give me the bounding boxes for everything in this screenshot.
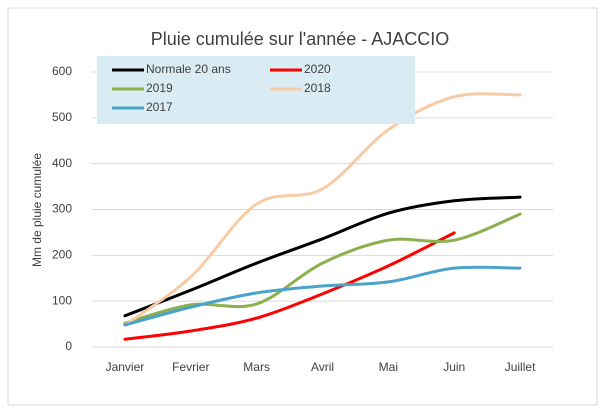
series-line xyxy=(123,195,522,318)
x-tick-label: Mars xyxy=(243,360,270,374)
x-tick-label: Juillet xyxy=(505,360,536,374)
legend-label: 2019 xyxy=(146,81,173,95)
y-tick-label: 0 xyxy=(65,339,72,353)
legend-label: 2018 xyxy=(304,81,331,95)
y-tick-label: 500 xyxy=(52,110,72,124)
x-tick-label: Juin xyxy=(443,360,465,374)
series-line xyxy=(123,92,522,327)
grid: 0 100 200 300 400 500 600 Janvier Fevrier Mars Avr… xyxy=(52,64,553,374)
x-tick-label: Janvier xyxy=(106,360,145,374)
y-axis-label: Mm de pluie cumulée xyxy=(30,153,44,267)
legend-box xyxy=(97,56,415,124)
y-tick-label: 200 xyxy=(52,248,72,262)
series-line xyxy=(123,231,456,341)
legend-label: Normale 20 ans xyxy=(146,62,231,76)
y-tick-label: 300 xyxy=(52,202,72,216)
x-tick-label: Fevrier xyxy=(172,360,209,374)
legend-label: 2020 xyxy=(304,62,331,76)
x-tick-label: Mai xyxy=(379,360,398,374)
series-line xyxy=(123,265,522,327)
y-tick-label: 600 xyxy=(52,64,72,78)
lines xyxy=(123,92,522,341)
y-tick-label: 100 xyxy=(52,293,72,307)
chart-title: Pluie cumulée sur l'année - AJACCIO xyxy=(151,29,450,49)
y-tick-label: 400 xyxy=(52,156,72,170)
legend: Normale 20 ans 2020 2019 2018 2017 xyxy=(112,62,331,114)
series-line xyxy=(123,212,522,325)
x-tick-label: Avril xyxy=(311,360,334,374)
legend-label: 2017 xyxy=(146,100,173,114)
